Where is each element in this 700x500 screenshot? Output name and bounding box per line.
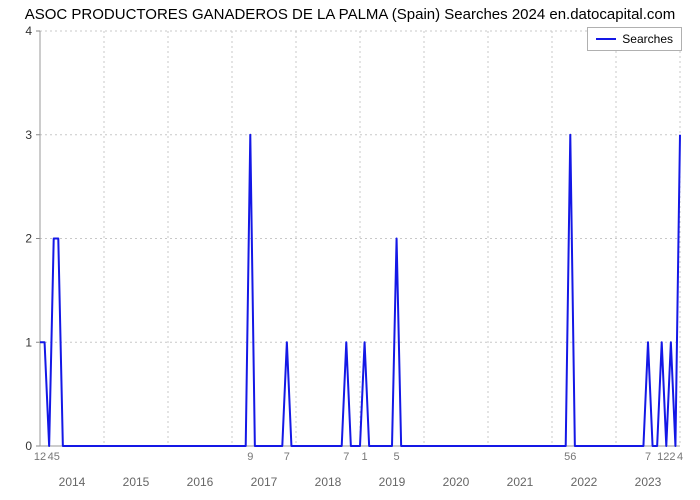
svg-text:2021: 2021 <box>507 475 534 489</box>
svg-text:2017: 2017 <box>251 475 278 489</box>
svg-text:2018: 2018 <box>315 475 342 489</box>
svg-text:2015: 2015 <box>123 475 150 489</box>
svg-text:2: 2 <box>25 232 32 246</box>
svg-text:2014: 2014 <box>59 475 86 489</box>
svg-text:122: 122 <box>657 451 675 463</box>
svg-text:4: 4 <box>25 24 32 38</box>
svg-text:2022: 2022 <box>571 475 598 489</box>
svg-text:2016: 2016 <box>187 475 214 489</box>
legend: Searches <box>587 27 682 51</box>
svg-text:12: 12 <box>34 451 46 463</box>
chart-area: 0123420142015201620172018201920202021202… <box>0 23 700 498</box>
svg-text:45: 45 <box>48 451 60 463</box>
svg-text:7: 7 <box>343 451 349 463</box>
chart-title: ASOC PRODUCTORES GANADEROS DE LA PALMA (… <box>0 0 700 23</box>
svg-text:2019: 2019 <box>379 475 406 489</box>
svg-text:3: 3 <box>25 128 32 142</box>
svg-text:2023: 2023 <box>635 475 662 489</box>
legend-label: Searches <box>622 32 673 46</box>
svg-text:56: 56 <box>564 451 576 463</box>
svg-text:0: 0 <box>25 439 32 453</box>
chart-svg: 0123420142015201620172018201920202021202… <box>0 23 700 498</box>
svg-text:1: 1 <box>362 451 368 463</box>
legend-line <box>596 38 616 40</box>
svg-text:5: 5 <box>394 451 400 463</box>
svg-text:7: 7 <box>645 451 651 463</box>
svg-text:4: 4 <box>677 451 683 463</box>
svg-text:2020: 2020 <box>443 475 470 489</box>
svg-text:9: 9 <box>247 451 253 463</box>
svg-text:7: 7 <box>284 451 290 463</box>
svg-text:1: 1 <box>25 335 32 349</box>
